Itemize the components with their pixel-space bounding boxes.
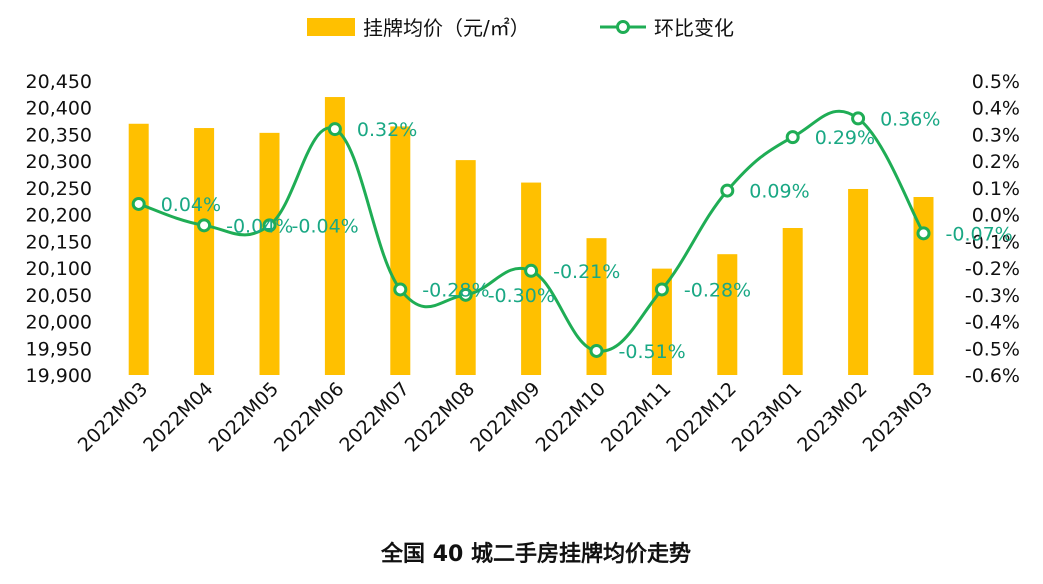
line-point [916, 226, 931, 241]
y-right-tick-label: 0.0% [972, 205, 1020, 227]
legend-line-marker [616, 20, 630, 34]
mom-data-label: -0.28% [422, 279, 489, 301]
line-markers [131, 111, 931, 358]
y-right-tick-label: 0.3% [972, 124, 1020, 146]
line-point [197, 218, 212, 233]
bar-series [128, 97, 934, 375]
x-tick-label: 2022M05 [205, 378, 283, 456]
price-bar [455, 160, 476, 375]
y-right-tick-label: 0.1% [972, 178, 1020, 200]
price-bar [128, 123, 149, 375]
price-bar [521, 182, 542, 375]
x-tick-label: 2022M11 [597, 378, 675, 456]
y-left-tick-label: 20,200 [26, 205, 92, 227]
line-point [393, 282, 408, 297]
mom-data-label: 0.29% [815, 127, 875, 149]
price-bar [390, 126, 411, 375]
y-right-tick-label: -0.6% [965, 365, 1020, 387]
y-left-tick-label: 19,950 [26, 338, 92, 360]
y-right-tick-label: -0.1% [965, 231, 1020, 253]
y-right-tick-label: 0.4% [972, 98, 1020, 120]
chart-title: 全国 40 城二手房挂牌均价走势 [380, 541, 691, 567]
mom-data-label: -0.30% [488, 285, 555, 307]
mom-data-label: 0.04% [161, 194, 221, 216]
x-tick-label: 2022M10 [532, 378, 610, 456]
line-point [262, 218, 277, 233]
legend: 挂牌均价（元/㎡） 环比变化 [307, 16, 734, 40]
mom-data-label: 0.09% [749, 181, 809, 203]
y-axis-right: -0.6% -0.5% -0.4% -0.3% -0.2% -0.1% 0.0% 0.1% 0.… [965, 71, 1020, 387]
y-left-tick-label: 20,100 [26, 258, 92, 280]
x-tick-label: 2022M08 [401, 378, 479, 456]
y-right-tick-label: 0.2% [972, 151, 1020, 173]
line-point [720, 183, 735, 198]
x-tick-label: 2023M01 [728, 378, 806, 456]
price-bar [913, 196, 934, 375]
line-point [131, 196, 146, 211]
price-bar [717, 254, 738, 375]
y-right-tick-label: 0.5% [972, 71, 1020, 93]
line-point [458, 287, 473, 302]
y-left-tick-label: 20,000 [26, 312, 92, 334]
x-tick-label: 2023M02 [793, 378, 871, 456]
line-point [851, 111, 866, 126]
y-right-tick-label: -0.2% [965, 258, 1020, 280]
y-axis-left: 19,900 19,950 20,000 20,050 20,100 20,150 20,2… [26, 71, 92, 387]
line-point [524, 263, 539, 278]
line-point [589, 343, 604, 358]
y-left-tick-label: 20,350 [26, 124, 92, 146]
legend-bar-swatch [307, 18, 355, 36]
y-right-tick-label: -0.4% [965, 312, 1020, 334]
x-tick-label: 2023M03 [859, 378, 937, 456]
y-left-tick-label: 20,450 [26, 71, 92, 93]
x-tick-label: 2022M12 [662, 378, 740, 456]
y-left-tick-label: 20,300 [26, 151, 92, 173]
y-left-tick-label: 20,400 [26, 98, 92, 120]
line-point [785, 130, 800, 145]
price-bar [586, 238, 607, 375]
legend-bar-label: 挂牌均价（元/㎡） [363, 16, 530, 40]
mom-data-label: -0.07% [946, 223, 1013, 245]
mom-data-label: -0.04% [292, 215, 359, 237]
price-bar [324, 97, 345, 375]
x-tick-label: 2022M09 [466, 378, 544, 456]
line-point [654, 282, 669, 297]
data-labels: 0.04%-0.04%-0.04%0.32%-0.28%-0.30%-0.21%… [161, 108, 1013, 363]
line-point [327, 122, 342, 137]
mom-data-label: 0.36% [880, 108, 940, 130]
legend-line-label: 环比变化 [654, 16, 734, 40]
price-bar [259, 132, 280, 375]
y-left-tick-label: 20,150 [26, 231, 92, 253]
x-axis: 2022M032022M042022M052022M062022M072022M… [74, 378, 937, 456]
mom-data-label: -0.28% [684, 279, 751, 301]
price-bar [782, 228, 803, 375]
y-right-tick-label: -0.3% [965, 285, 1020, 307]
x-tick-label: 2022M04 [139, 378, 217, 456]
y-left-tick-label: 20,250 [26, 178, 92, 200]
x-tick-label: 2022M07 [335, 378, 413, 456]
x-tick-label: 2022M06 [270, 378, 348, 456]
price-bar [194, 128, 215, 375]
y-left-tick-label: 19,900 [26, 365, 92, 387]
x-tick-label: 2022M03 [74, 378, 152, 456]
y-right-tick-label: -0.5% [965, 338, 1020, 360]
mom-data-label: -0.51% [619, 341, 686, 363]
price-bar [848, 188, 869, 375]
mom-data-label: -0.04% [226, 215, 293, 237]
mom-data-label: -0.21% [553, 261, 620, 283]
y-left-tick-label: 20,050 [26, 285, 92, 307]
mom-data-label: 0.32% [357, 119, 417, 141]
